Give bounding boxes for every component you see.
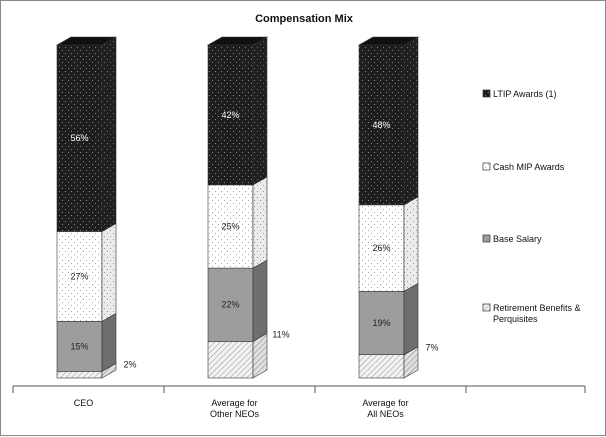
data-label-ltip-awards-1-2: 42% (221, 110, 239, 120)
bar-front (358, 354, 405, 379)
data-label-retirement-benefits-perquisites-1: 2% (123, 359, 136, 369)
bar-front (358, 44, 405, 206)
bar-side (403, 282, 419, 356)
bar-side-shade (404, 346, 418, 378)
legend-swatch (482, 303, 491, 312)
legend-item-ltip-awards-1: LTIP Awards (1) (482, 89, 557, 99)
data-label-cash-mip-awards-1: 27% (70, 271, 88, 281)
bar-front (358, 204, 405, 292)
bar-side-shade (253, 176, 267, 269)
bar-front (56, 44, 103, 232)
data-label-retirement-benefits-perquisites-2: 11% (272, 329, 289, 339)
bar-ltip-awards-1-2 (206, 36, 269, 186)
bar-side-shade (102, 223, 116, 322)
bar-top (357, 36, 420, 46)
data-label-ltip-awards-1-1: 56% (70, 133, 88, 143)
bar-retirement-benefits-perquisites-3 (358, 346, 419, 379)
legend-swatch (482, 89, 491, 98)
data-label-base-salary-1: 15% (70, 341, 88, 351)
bar-front (207, 184, 254, 269)
data-label-base-salary-2: 22% (221, 300, 239, 310)
bar-cash-mip-awards-2 (207, 176, 268, 269)
bar-retirement-benefits-perquisites-1 (56, 362, 117, 379)
bar-side (101, 312, 117, 372)
category-label-2: Other NEOs (210, 409, 260, 419)
bar-side-shade (253, 37, 267, 185)
legend-label: Base Salary (493, 234, 542, 244)
bar-top (206, 36, 269, 46)
data-label-cash-mip-awards-3: 26% (372, 243, 390, 253)
bar-front (207, 267, 254, 342)
bar-base-salary-1 (56, 312, 117, 372)
category-label-1: CEO (74, 398, 94, 408)
data-label-cash-mip-awards-2: 25% (221, 221, 239, 231)
legend-item-base-salary: Base Salary (482, 234, 542, 244)
data-label-base-salary-3: 19% (372, 318, 390, 328)
bar-retirement-benefits-perquisites-2 (207, 332, 268, 379)
bar-side-shade (102, 37, 116, 232)
legend: LTIP Awards (1) Cash MIP Awards Base Salar… (482, 89, 581, 324)
bar-side-shade (404, 196, 418, 292)
category-label-3: All NEOs (367, 409, 404, 419)
data-label-ltip-awards-1-3: 48% (372, 120, 390, 130)
bar-side-shade (102, 363, 116, 378)
bar-side (252, 259, 268, 342)
legend-label: Cash MIP Awards (493, 162, 565, 172)
bar-front (207, 341, 254, 379)
bar-side-shade (253, 333, 267, 378)
category-label-3: Average for (362, 398, 408, 408)
legend-label: Retirement Benefits & (493, 303, 581, 313)
bar-cash-mip-awards-3 (358, 196, 419, 292)
legend-label: Perquisites (493, 314, 538, 324)
bar-base-salary-2 (207, 259, 268, 342)
bar-front (56, 371, 103, 379)
chart-title: Compensation Mix (255, 13, 354, 25)
bar-top (55, 36, 118, 46)
bar-front (358, 291, 405, 355)
bar-cash-mip-awards-1 (56, 222, 117, 322)
bar-front (56, 321, 103, 372)
bar-side-shade (404, 37, 418, 205)
legend-swatch (482, 234, 491, 243)
legend-label: LTIP Awards (1) (493, 89, 557, 99)
data-label-retirement-benefits-perquisites-3: 7% (425, 343, 438, 353)
category-label-2: Average for (211, 398, 257, 408)
legend-item-retirement-benefits-perquisites: Retirement Benefits &Perquisites (482, 303, 581, 324)
legend-item-cash-mip-awards: Cash MIP Awards (482, 162, 565, 172)
bar-ltip-awards-1-3 (357, 36, 420, 206)
bar-base-salary-3 (358, 282, 419, 356)
legend-swatch (482, 162, 491, 171)
bar-ltip-awards-1-1 (55, 36, 118, 232)
